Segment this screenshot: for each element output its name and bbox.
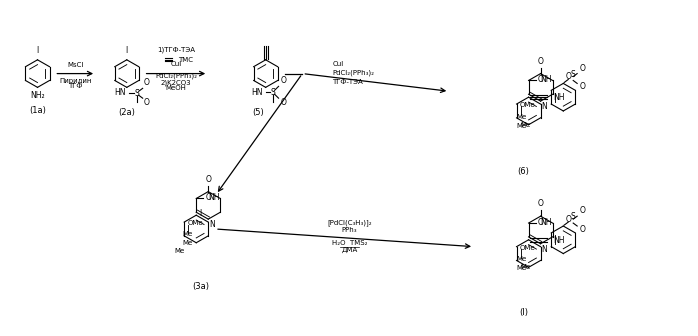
Text: PdCl₂(PPh₃)₂: PdCl₂(PPh₃)₂ [155, 73, 197, 79]
Text: O: O [537, 75, 543, 84]
Text: 2)K2CO3: 2)K2CO3 [161, 80, 191, 86]
Text: O: O [537, 218, 543, 226]
Text: MeOH: MeOH [165, 85, 186, 91]
Text: O: O [579, 64, 585, 73]
Text: PPh₃: PPh₃ [342, 227, 357, 233]
Text: NH: NH [540, 75, 551, 84]
Text: I: I [36, 46, 38, 55]
Text: MsCl: MsCl [67, 62, 83, 68]
Text: O: O [579, 225, 585, 234]
Text: OMe: OMe [187, 220, 203, 226]
Text: N: N [542, 245, 547, 254]
Text: O: O [205, 175, 211, 184]
Text: HN: HN [114, 88, 126, 97]
Text: O: O [565, 215, 571, 224]
Text: S: S [570, 212, 575, 221]
Text: O: O [579, 206, 585, 215]
Text: CuI: CuI [170, 61, 181, 67]
Text: [PdCl(C₃H₃)]₂: [PdCl(C₃H₃)]₂ [327, 219, 372, 226]
Text: O: O [144, 78, 149, 87]
Text: (3a): (3a) [193, 282, 209, 291]
Text: Me: Me [182, 240, 192, 246]
Text: NH: NH [554, 236, 565, 245]
Text: (1a): (1a) [29, 107, 46, 116]
Text: (I): (I) [519, 308, 528, 317]
Text: N: N [209, 220, 215, 229]
Text: O: O [579, 82, 585, 91]
Text: CuI: CuI [332, 61, 343, 67]
Text: O: O [281, 98, 286, 107]
Text: Me: Me [174, 248, 184, 254]
Text: O: O [144, 98, 149, 107]
Text: NH₂: NH₂ [30, 91, 45, 100]
Text: OMe: OMe [519, 102, 535, 108]
Text: N: N [542, 102, 547, 111]
Text: I: I [126, 46, 128, 55]
Text: O: O [537, 199, 544, 208]
Text: (6): (6) [518, 167, 530, 176]
Text: S: S [134, 89, 139, 98]
Text: Me: Me [517, 256, 526, 262]
Text: O: O [537, 57, 544, 66]
Text: 1)ТГФ-ТЭА: 1)ТГФ-ТЭА [157, 46, 195, 53]
Text: NH: NH [540, 218, 551, 226]
Text: OMe: OMe [519, 245, 535, 251]
Text: NH: NH [554, 93, 565, 102]
Text: Me: Me [521, 264, 530, 270]
Text: HN: HN [251, 88, 262, 97]
Text: ТГФ-ТЭА: ТГФ-ТЭА [332, 80, 363, 85]
Text: PdCl₂(PPh₃)₂: PdCl₂(PPh₃)₂ [332, 69, 374, 76]
Text: O: O [565, 73, 571, 81]
Text: Пиридин: Пиридин [59, 78, 91, 84]
Text: Me: Me [182, 231, 192, 237]
Text: S: S [570, 70, 575, 79]
Text: (5): (5) [252, 109, 264, 117]
Text: ДМА: ДМА [341, 247, 357, 253]
Text: H₂O  TMS₂: H₂O TMS₂ [332, 240, 367, 246]
Text: Me: Me [517, 114, 526, 120]
Text: O: O [281, 76, 286, 85]
Text: Me: Me [521, 122, 530, 128]
Text: O: O [205, 193, 211, 202]
Text: ТГФ: ТГФ [68, 83, 82, 89]
Text: Me: Me [517, 265, 526, 271]
Text: (2a): (2a) [119, 109, 135, 117]
Text: ТМС: ТМС [178, 57, 193, 63]
Text: NH: NH [208, 193, 219, 202]
Text: Me: Me [517, 123, 526, 129]
Text: I: I [199, 209, 202, 218]
Text: S: S [270, 88, 275, 97]
